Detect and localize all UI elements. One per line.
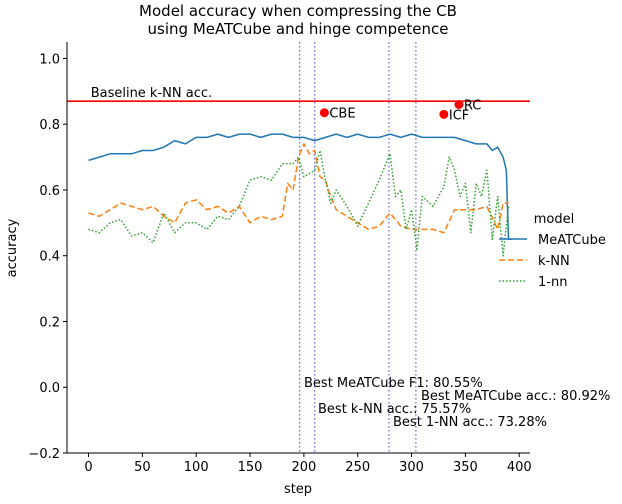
x-tick-label: 300	[399, 460, 424, 475]
legend: model MeATCube k-NN 1-nn	[499, 212, 606, 290]
method-marker-icf	[439, 109, 449, 119]
x-tick-label: 350	[453, 460, 478, 475]
best-score-annotation-3: Best 1-NN acc.: 73.28%	[393, 415, 547, 430]
legend-label-2: 1-nn	[538, 275, 567, 290]
legend-label-0: MeATCube	[538, 233, 606, 248]
y-tick-label: 0.0	[39, 381, 60, 396]
y-tick-label: 1.0	[39, 52, 60, 67]
method-marker-rc	[454, 99, 464, 109]
x-tick-label: 400	[507, 460, 532, 475]
y-tick-label: 0.6	[39, 184, 60, 199]
x-tick-label: 150	[238, 460, 263, 475]
best-score-annotation-2: Best k-NN acc.: 75.57%	[318, 402, 471, 417]
method-label-cbe: CBE	[329, 107, 355, 122]
legend-title: model	[534, 212, 574, 227]
method-label-icf: ICF	[449, 108, 469, 123]
method-label-rc: RC	[464, 98, 481, 113]
series-line-1-nn	[88, 149, 510, 257]
x-tick-label: 0	[84, 460, 92, 475]
x-axis-label: step	[284, 482, 312, 497]
chart-title-line2: using MeATCube and hinge competence	[148, 20, 449, 38]
x-tick-label: 100	[184, 460, 209, 475]
series-line-k-nn	[88, 143, 509, 234]
best-score-annotation-1: Best MeATCube acc.: 80.92%	[421, 389, 610, 404]
y-tick-label: 0.8	[39, 118, 60, 133]
chart-title-line1: Model accuracy when compressing the CB	[139, 2, 457, 20]
best-score-annotation-0: Best MeATCube F1: 80.55%	[304, 376, 483, 391]
x-tick-label: 200	[291, 460, 316, 475]
x-tick-label: 250	[345, 460, 370, 475]
series-line-meatcube	[88, 133, 512, 241]
legend-label-1: k-NN	[538, 254, 570, 269]
y-tick-label: 0.2	[39, 315, 60, 330]
y-axis-label: accuracy	[5, 218, 20, 277]
y-tick-label: 0.4	[39, 250, 60, 265]
x-tick-label: 50	[134, 460, 151, 475]
baseline-label: Baseline k-NN acc.	[91, 86, 212, 101]
method-marker-cbe	[319, 108, 329, 118]
y-tick-label: −0.2	[28, 447, 60, 462]
